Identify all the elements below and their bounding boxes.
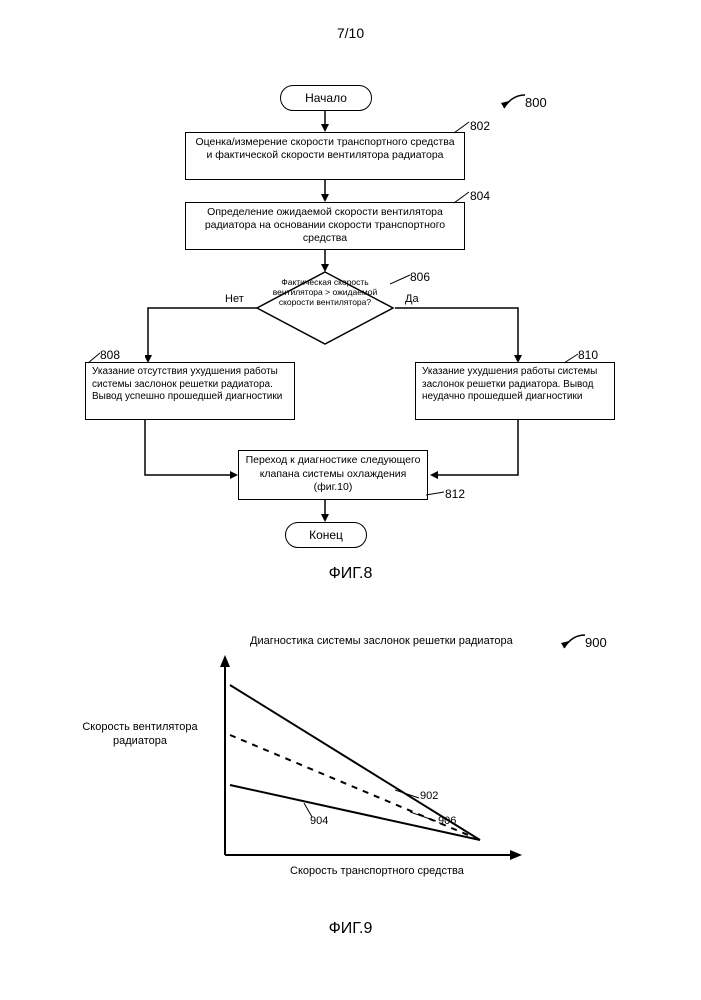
end-terminator: Конец <box>285 522 367 548</box>
arrow-yes-810 <box>393 305 523 363</box>
leader-802 <box>454 119 472 135</box>
arrow-802-804 <box>320 180 330 202</box>
label-906: 906 <box>438 815 456 827</box>
ref-812: 812 <box>445 487 465 501</box>
label-yes: Да <box>405 293 419 305</box>
fig9-ylabel: Скорость вентилятора радиатора <box>80 720 200 749</box>
arrow-812-end <box>320 500 330 522</box>
leader-902 <box>395 788 423 802</box>
arrow-start-802 <box>320 110 330 132</box>
leader-808 <box>86 351 104 365</box>
step-804: Определение ожидаемой скорости вентилято… <box>185 202 465 250</box>
leader-812 <box>426 490 446 500</box>
leader-800 <box>500 90 530 110</box>
leader-806 <box>390 273 412 285</box>
leader-900 <box>560 630 590 650</box>
fig9-chart <box>210 655 530 875</box>
leader-804 <box>454 189 472 205</box>
ref-806: 806 <box>410 270 430 284</box>
ref-802: 802 <box>470 119 490 133</box>
leader-904 <box>300 803 314 819</box>
page-number: 7/10 <box>0 25 701 41</box>
fig9-title: Диагностика системы заслонок решетки рад… <box>250 635 550 647</box>
ref-810: 810 <box>578 348 598 362</box>
fig8-caption: ФИГ.8 <box>0 565 701 583</box>
arrow-804-806 <box>320 250 330 272</box>
fig9-caption: ФИГ.9 <box>0 920 701 938</box>
fig9-xlabel: Скорость транспортного средства <box>290 865 540 877</box>
start-terminator: Начало <box>280 85 372 111</box>
decision-806-text: Фактическая скорость вентилятора > ожида… <box>270 278 380 338</box>
step-810: Указание ухудшения работы системы заслон… <box>415 362 615 420</box>
step-812: Переход к диагностике следующего клапана… <box>238 450 428 500</box>
leader-810 <box>562 351 580 365</box>
page: 7/10 800 Начало Оценка/измерение скорост… <box>0 0 701 1000</box>
leader-906 <box>410 810 440 824</box>
label-no: Нет <box>225 293 244 305</box>
ref-804: 804 <box>470 189 490 203</box>
arrow-810-812 <box>428 420 528 482</box>
step-802: Оценка/измерение скорости транспортного … <box>185 132 465 180</box>
step-808: Указание отсутствия ухудшения работы сис… <box>85 362 295 420</box>
arrow-no-808 <box>145 305 260 363</box>
arrow-808-812 <box>140 420 240 482</box>
